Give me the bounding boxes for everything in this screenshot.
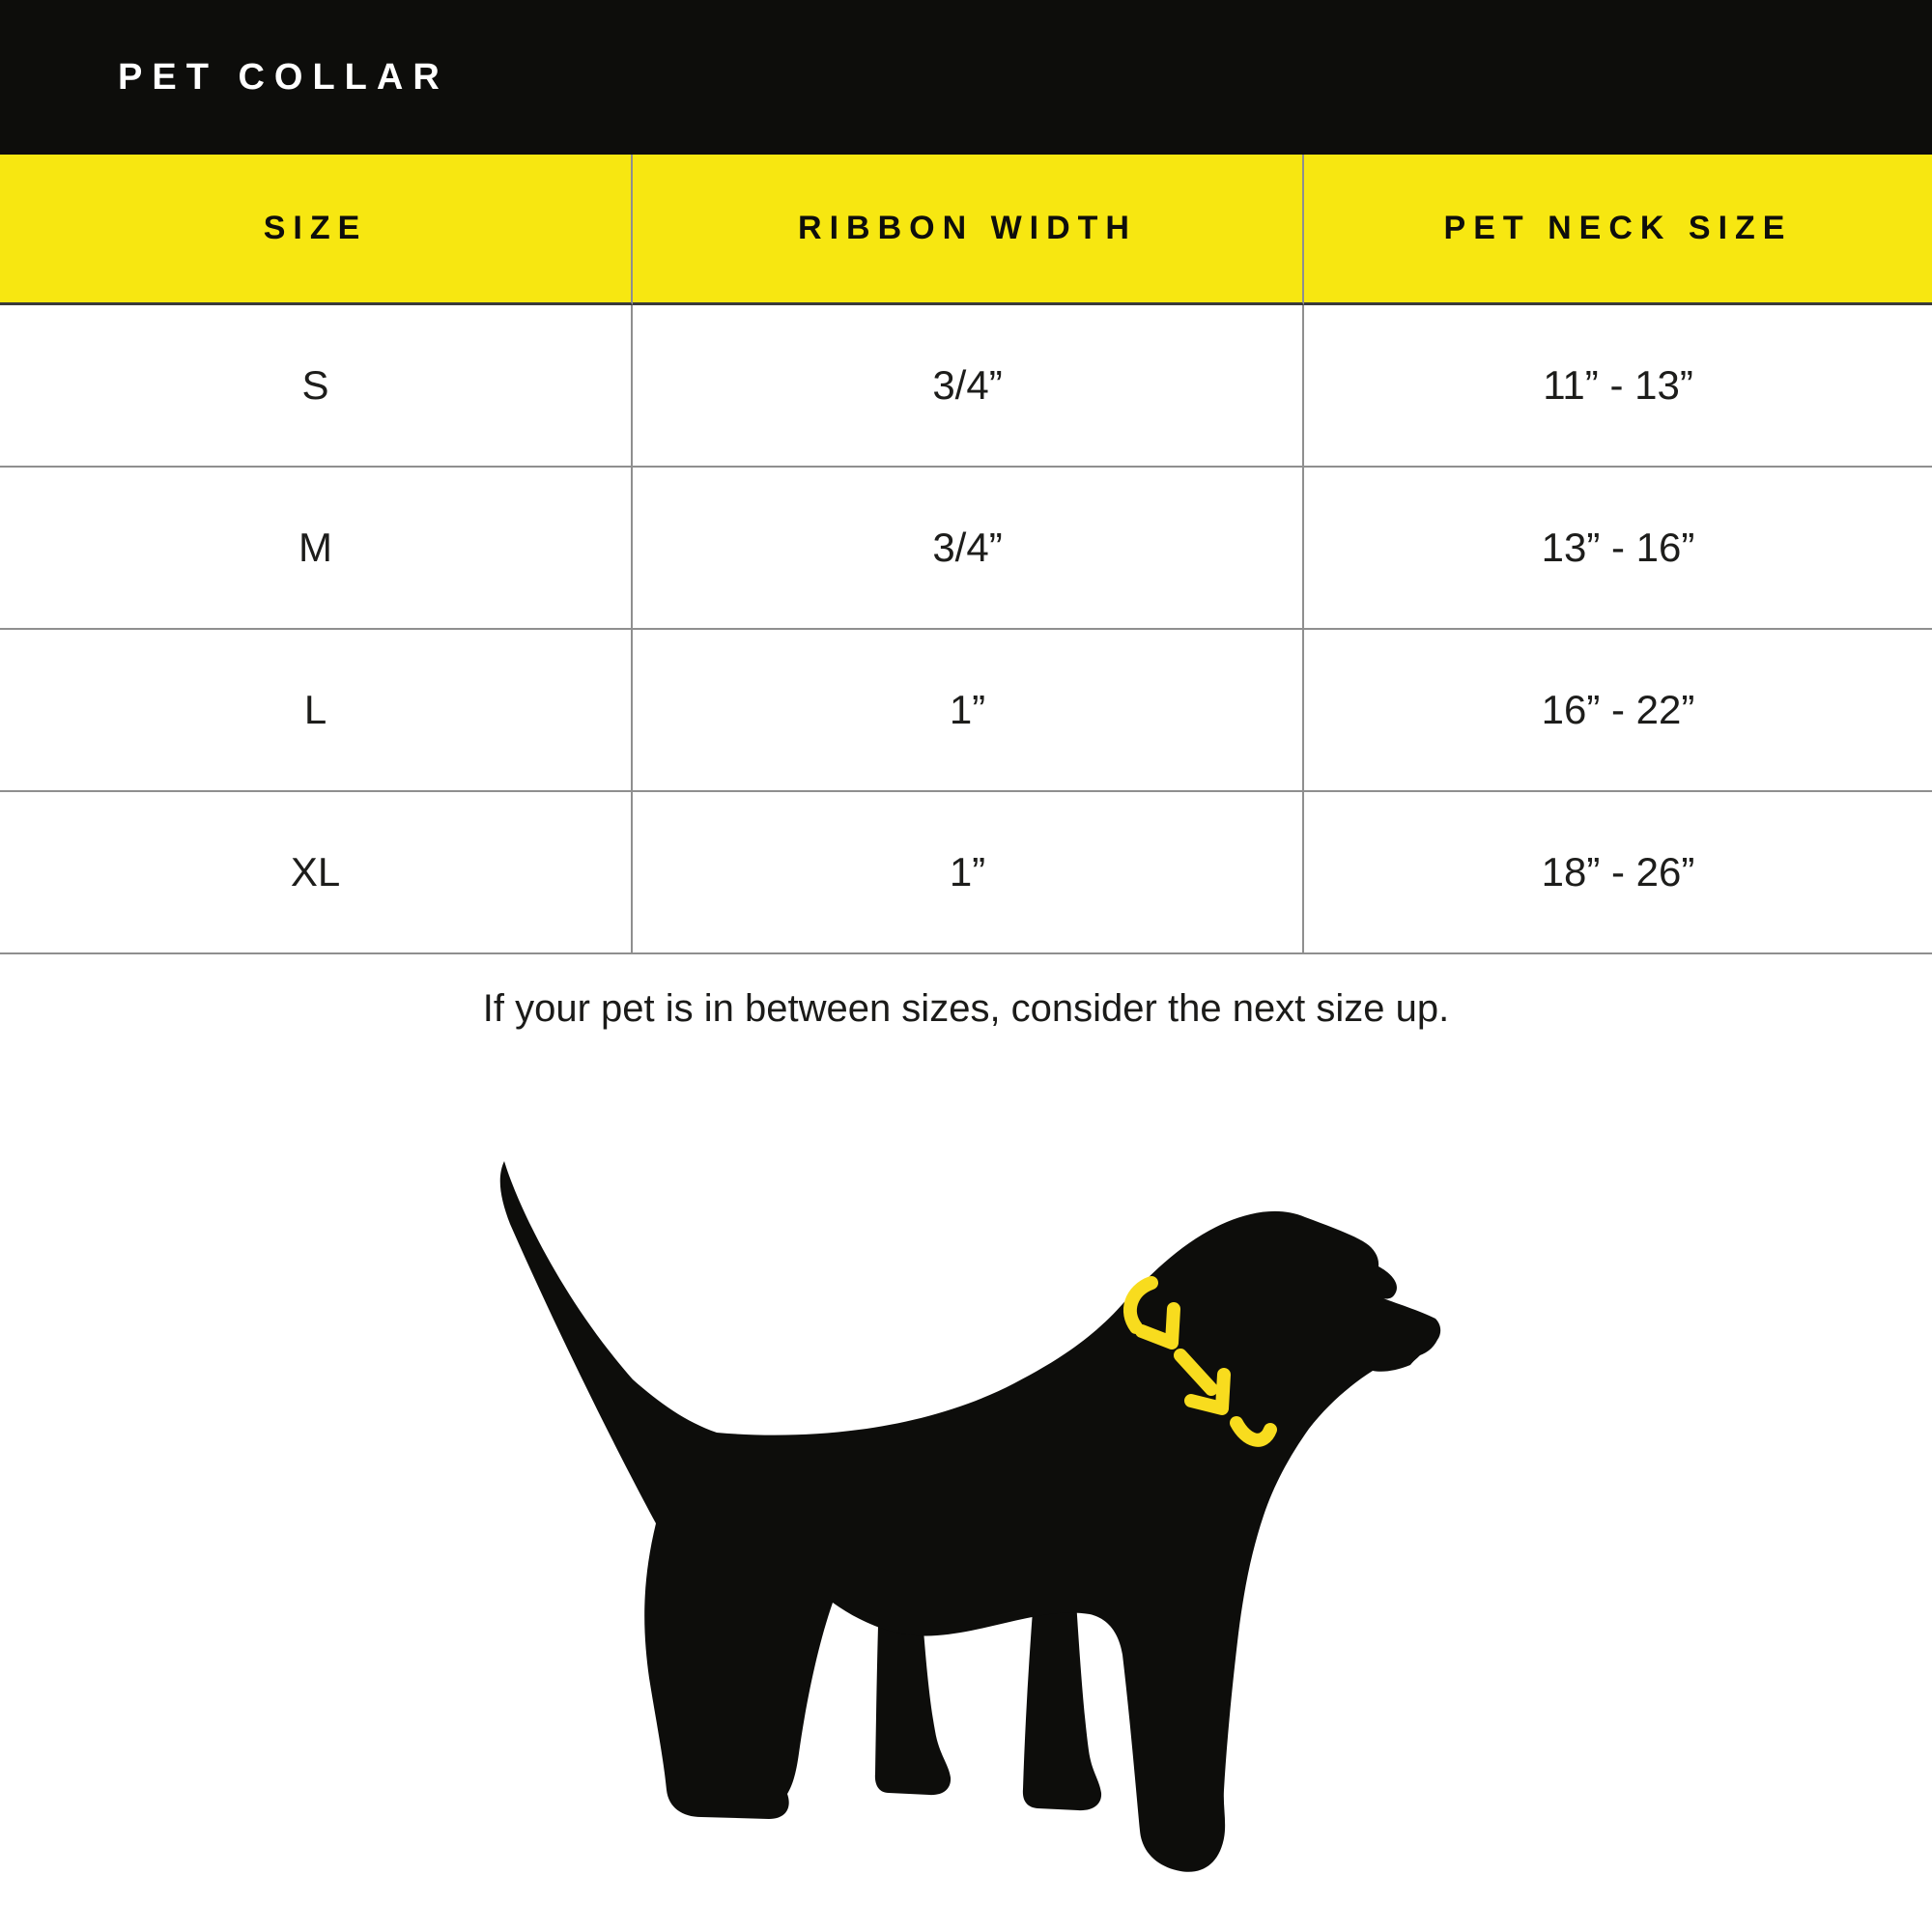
column-header-ribbon-width: RIBBON WIDTH bbox=[633, 155, 1304, 305]
table-cell-neck-s: 11” - 13” bbox=[1304, 305, 1932, 468]
table-cell-size-l: L bbox=[0, 630, 633, 792]
column-header-pet-neck-size: PET NECK SIZE bbox=[1304, 155, 1932, 305]
table-cell-ribbon-s: 3/4” bbox=[633, 305, 1304, 468]
column-header-size: SIZE bbox=[0, 155, 633, 305]
dog-body-silhouette bbox=[499, 1161, 1441, 1872]
title-bar: PET COLLAR bbox=[0, 0, 1932, 155]
collar-middle-arrow-shaft bbox=[1174, 1349, 1218, 1396]
size-chart-table: SIZE RIBBON WIDTH PET NECK SIZE S 3/4” 1… bbox=[0, 155, 1932, 954]
collar-top-arrowhead bbox=[1135, 1302, 1180, 1350]
table-cell-neck-m: 13” - 16” bbox=[1304, 468, 1932, 630]
collar-middle-arrowhead bbox=[1184, 1368, 1231, 1415]
sizing-note: If your pet is in between sizes, conside… bbox=[482, 987, 1450, 1030]
table-cell-size-xl: XL bbox=[0, 792, 633, 954]
table-cell-ribbon-m: 3/4” bbox=[633, 468, 1304, 630]
collar-measure-arrows-icon bbox=[1122, 1276, 1277, 1447]
table-cell-neck-l: 16” - 22” bbox=[1304, 630, 1932, 792]
dog-far-front-leg bbox=[1022, 1598, 1102, 1811]
page-title: PET COLLAR bbox=[118, 56, 449, 98]
table-cell-ribbon-xl: 1” bbox=[633, 792, 1304, 954]
table-cell-size-m: M bbox=[0, 468, 633, 630]
collar-bottom-arc bbox=[1230, 1416, 1277, 1447]
collar-top-arc bbox=[1122, 1276, 1158, 1334]
dog-far-hind-leg bbox=[874, 1596, 952, 1796]
table-cell-ribbon-l: 1” bbox=[633, 630, 1304, 792]
table-cell-size-s: S bbox=[0, 305, 633, 468]
table-cell-neck-xl: 18” - 26” bbox=[1304, 792, 1932, 954]
dog-silhouette-figure bbox=[499, 1161, 1441, 1872]
